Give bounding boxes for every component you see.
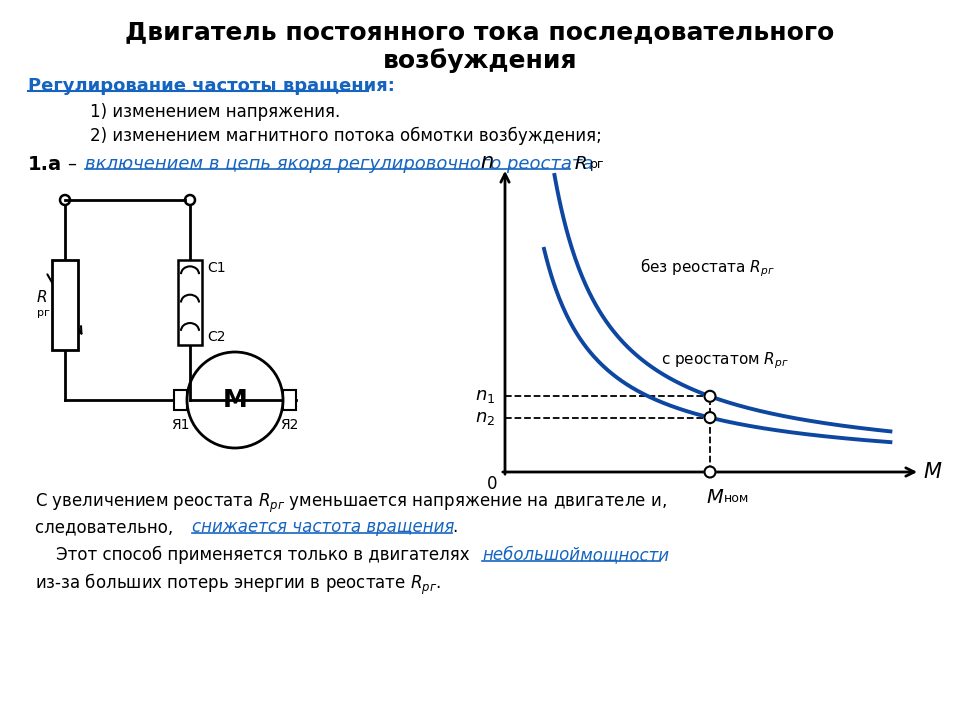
Text: –: – [67,155,76,173]
Text: рг: рг [590,158,605,171]
Text: 2) изменением магнитного потока обмотки возбуждения;: 2) изменением магнитного потока обмотки … [90,127,602,145]
Text: С2: С2 [207,330,226,344]
Text: 0: 0 [487,475,497,493]
Text: небольшой: небольшой [482,546,580,564]
Text: рг: рг [37,308,50,318]
Text: С1: С1 [207,261,226,275]
Text: 1.а: 1.а [28,155,62,174]
Text: $n_2$: $n_2$ [475,409,495,426]
FancyBboxPatch shape [178,260,202,345]
Text: С увеличением реостата $R_{рг}$ уменьшается напряжение на двигателе и,: С увеличением реостата $R_{рг}$ уменьшае… [35,492,667,516]
Circle shape [705,412,715,423]
Text: $R$: $R$ [574,155,587,173]
Text: снижается частота вращения: снижается частота вращения [192,518,454,536]
Circle shape [705,467,715,477]
Text: следовательно,: следовательно, [35,518,179,536]
Text: возбуждения: возбуждения [383,48,577,73]
Text: М: М [223,388,248,412]
Text: с реостатом $R_{рг}$: с реостатом $R_{рг}$ [660,351,788,372]
Text: Регулирование частоты вращения:: Регулирование частоты вращения: [28,77,395,95]
Text: Я2: Я2 [280,418,299,432]
Text: Двигатель постоянного тока последовательного: Двигатель постоянного тока последователь… [126,20,834,44]
FancyBboxPatch shape [52,260,78,350]
Text: ном: ном [724,492,750,505]
Text: $R$: $R$ [36,289,47,305]
FancyBboxPatch shape [283,390,296,410]
Text: $n_1$: $n_1$ [474,387,495,405]
Circle shape [705,391,715,402]
Text: $M$: $M$ [706,488,724,507]
Text: включением в цепь якоря регулировочного реостата: включением в цепь якоря регулировочного … [85,155,593,173]
Text: мощности: мощности [575,546,669,564]
Text: Я1: Я1 [171,418,190,432]
Text: .: . [452,518,457,536]
Text: без реостата $R_{рг}$: без реостата $R_{рг}$ [640,256,775,279]
FancyBboxPatch shape [174,390,187,410]
Text: $M$: $M$ [923,462,943,482]
Text: из-за больших потерь энергии в реостате $R_{рг}$.: из-за больших потерь энергии в реостате … [35,572,442,597]
Text: Этот способ применяется только в двигателях: Этот способ применяется только в двигате… [35,546,475,564]
Text: 1) изменением напряжения.: 1) изменением напряжения. [90,103,340,121]
Text: n: n [480,152,493,172]
